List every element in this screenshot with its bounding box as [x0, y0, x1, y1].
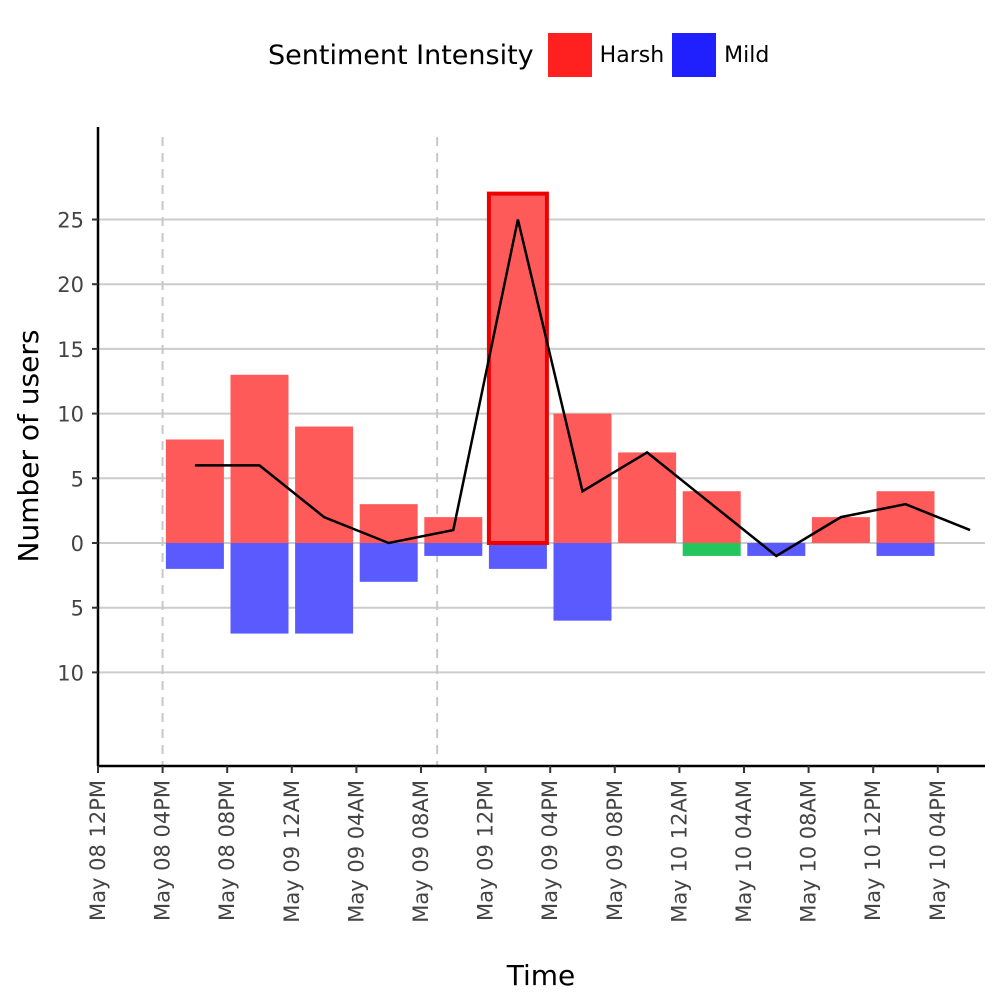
bar-mild: [488, 543, 547, 569]
y-tick-label: 25: [57, 209, 84, 233]
x-tick-label: May 09 12AM: [280, 780, 304, 923]
bar-harsh: [682, 491, 741, 543]
bar-harsh: [876, 491, 935, 543]
x-tick-label: May 08 12PM: [86, 780, 110, 921]
bar-harsh: [488, 193, 547, 543]
y-tick-label: 5: [71, 597, 84, 621]
x-tick-label: May 09 04PM: [538, 780, 562, 921]
y-tick-label: 15: [57, 338, 84, 362]
x-tick-label: May 09 12PM: [474, 780, 498, 921]
legend-swatch-harsh: [547, 33, 592, 77]
y-tick-label: 0: [71, 532, 84, 556]
x-tick-label: May 09 04AM: [344, 780, 368, 923]
y-tick-label: 20: [57, 273, 84, 297]
y-tick-label: 5: [71, 467, 84, 491]
reference-lines: [161, 137, 439, 766]
legend-swatch-mild: [672, 33, 717, 77]
bar-harsh: [165, 439, 224, 543]
x-tick-label: May 09 08AM: [409, 780, 433, 923]
x-tick-label: May 08 08PM: [215, 780, 239, 921]
y-tick-labels: 25 20 15 10 5 0 5 10: [57, 209, 98, 685]
bar-mild: [553, 543, 612, 621]
x-tick-label: May 10 04PM: [926, 780, 950, 921]
legend-item-harsh: Harsh: [547, 33, 665, 77]
bar-highlight: [486, 191, 549, 545]
bar-harsh: [230, 374, 289, 543]
bar-mild: [165, 543, 224, 569]
bar-mild: [359, 543, 418, 582]
legend-label-harsh: Harsh: [599, 42, 665, 68]
x-tick-label: May 10 12AM: [667, 780, 691, 923]
bars-group: [165, 191, 935, 634]
axes: [96, 127, 985, 768]
x-tick-label: May 10 04AM: [732, 780, 756, 923]
legend: Sentiment Intensity Harsh Mild: [268, 32, 777, 78]
bar-mild: [424, 543, 483, 556]
trend-line-group: [194, 219, 971, 558]
x-tick-labels: May 08 12PM May 08 04PM May 08 08PM May 09 …: [86, 766, 950, 923]
x-tick-label: May 09 08PM: [603, 780, 627, 921]
bar-mild: [876, 543, 935, 556]
x-axis-label: Time: [506, 959, 576, 992]
legend-title: Sentiment Intensity: [268, 39, 534, 71]
legend-label-mild: Mild: [724, 42, 770, 68]
y-axis-label: Number of users: [12, 330, 45, 563]
x-tick-label: May 10 12PM: [861, 780, 885, 921]
y-tick-label: 10: [57, 661, 84, 685]
bar-other: [682, 543, 741, 556]
bar-mild: [230, 543, 289, 634]
x-tick-label: May 08 04PM: [151, 780, 175, 921]
bar-mild: [295, 543, 354, 634]
bar-harsh: [359, 504, 418, 543]
x-tick-label: May 10 08AM: [797, 780, 821, 923]
legend-item-mild: Mild: [672, 33, 769, 77]
y-tick-label: 10: [57, 403, 84, 427]
